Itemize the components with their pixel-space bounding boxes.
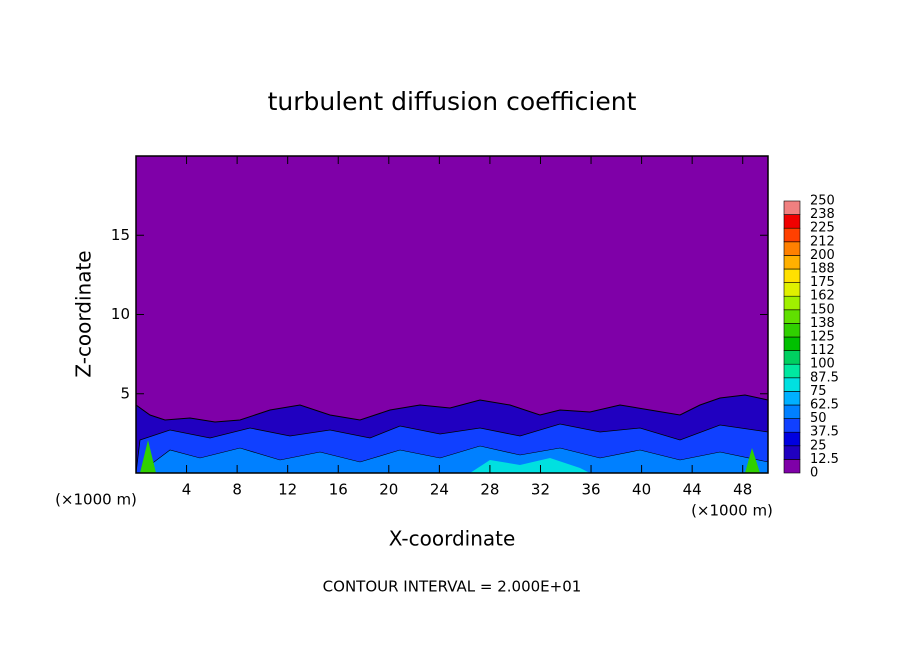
colorbar-swatch [783, 268, 801, 283]
y-axis-label: Z-coordinate [72, 250, 96, 377]
chart-title: turbulent diffusion coefficient [268, 87, 637, 116]
colorbar-swatch [783, 295, 801, 311]
colorbar-swatch [783, 459, 801, 474]
footer-note: CONTOUR INTERVAL = 2.000E+01 [323, 578, 582, 596]
colorbar-label: 75 [810, 384, 827, 399]
colorbar-label: 225 [810, 221, 835, 236]
colorbar-label: 50 [810, 411, 827, 426]
x-tick-label: 4 [182, 481, 192, 499]
colorbar-swatch [783, 200, 801, 215]
colorbar-swatch [783, 214, 801, 229]
colorbar-swatch [783, 404, 801, 419]
colorbar-label: 188 [810, 262, 835, 277]
colorbar-label: 175 [810, 275, 835, 290]
colorbar-swatch [783, 323, 801, 338]
x-tick-label: 28 [480, 481, 499, 499]
colorbar-swatch [783, 418, 801, 433]
x-tick-label: 32 [531, 481, 550, 499]
colorbar-swatch [783, 377, 801, 392]
colorbar-label: 162 [810, 289, 835, 304]
field-region [149, 445, 769, 474]
colorbar-label: 200 [810, 248, 835, 263]
x-tick-label: 20 [379, 481, 398, 499]
colorbar-label: 25 [810, 438, 827, 453]
colorbar-label: 12.5 [810, 452, 839, 467]
x-tick-label: 40 [632, 481, 651, 499]
colorbar-swatch [783, 227, 801, 243]
contour-field [135, 156, 769, 474]
colorbar-swatch [783, 336, 801, 351]
x-unit-label: (×1000 m) [691, 502, 773, 520]
colorbar-label: 212 [810, 234, 835, 249]
colorbar-label: 0 [810, 466, 818, 481]
colorbar-label: 112 [810, 343, 835, 358]
x-tick-label: 36 [581, 481, 600, 499]
colorbar-label: 37.5 [810, 425, 839, 440]
colorbar-swatch [783, 431, 801, 447]
colorbar-label: 125 [810, 330, 835, 345]
y-tick-label: 15 [111, 226, 130, 244]
x-unit-label: (×1000 m) [55, 491, 137, 509]
y-tick-label: 5 [120, 384, 130, 402]
x-axis-label: X-coordinate [389, 527, 516, 551]
x-tick-label: 12 [278, 481, 297, 499]
colorbar-swatch [783, 255, 801, 270]
colorbar-label: 100 [810, 357, 835, 372]
axes: 4 8 12 16 20 24 28 32 36 40 44 4851015012.52537.550… [111, 156, 839, 499]
colorbar-label: 138 [810, 316, 835, 331]
y-tick-label: 10 [111, 305, 130, 323]
x-tick-label: 8 [232, 481, 242, 499]
colorbar-swatch [783, 363, 801, 379]
colorbar-swatch [783, 350, 801, 365]
x-tick-label: 44 [683, 481, 702, 499]
x-tick-label: 24 [430, 481, 449, 499]
colorbar-swatch [783, 282, 801, 297]
colorbar-swatch [783, 241, 801, 256]
field-region [470, 458, 590, 473]
colorbar-swatch [783, 391, 801, 406]
colorbar-label: 238 [810, 207, 835, 222]
colorbar-label: 62.5 [810, 398, 839, 413]
colorbar-swatch [783, 445, 801, 460]
colorbar-swatch [783, 309, 801, 324]
x-tick-label: 48 [733, 481, 752, 499]
colorbar-label: 87.5 [810, 370, 839, 385]
colorbar-label: 150 [810, 302, 835, 317]
colorbar-label: 250 [810, 194, 835, 209]
x-tick-label: 16 [329, 481, 348, 499]
